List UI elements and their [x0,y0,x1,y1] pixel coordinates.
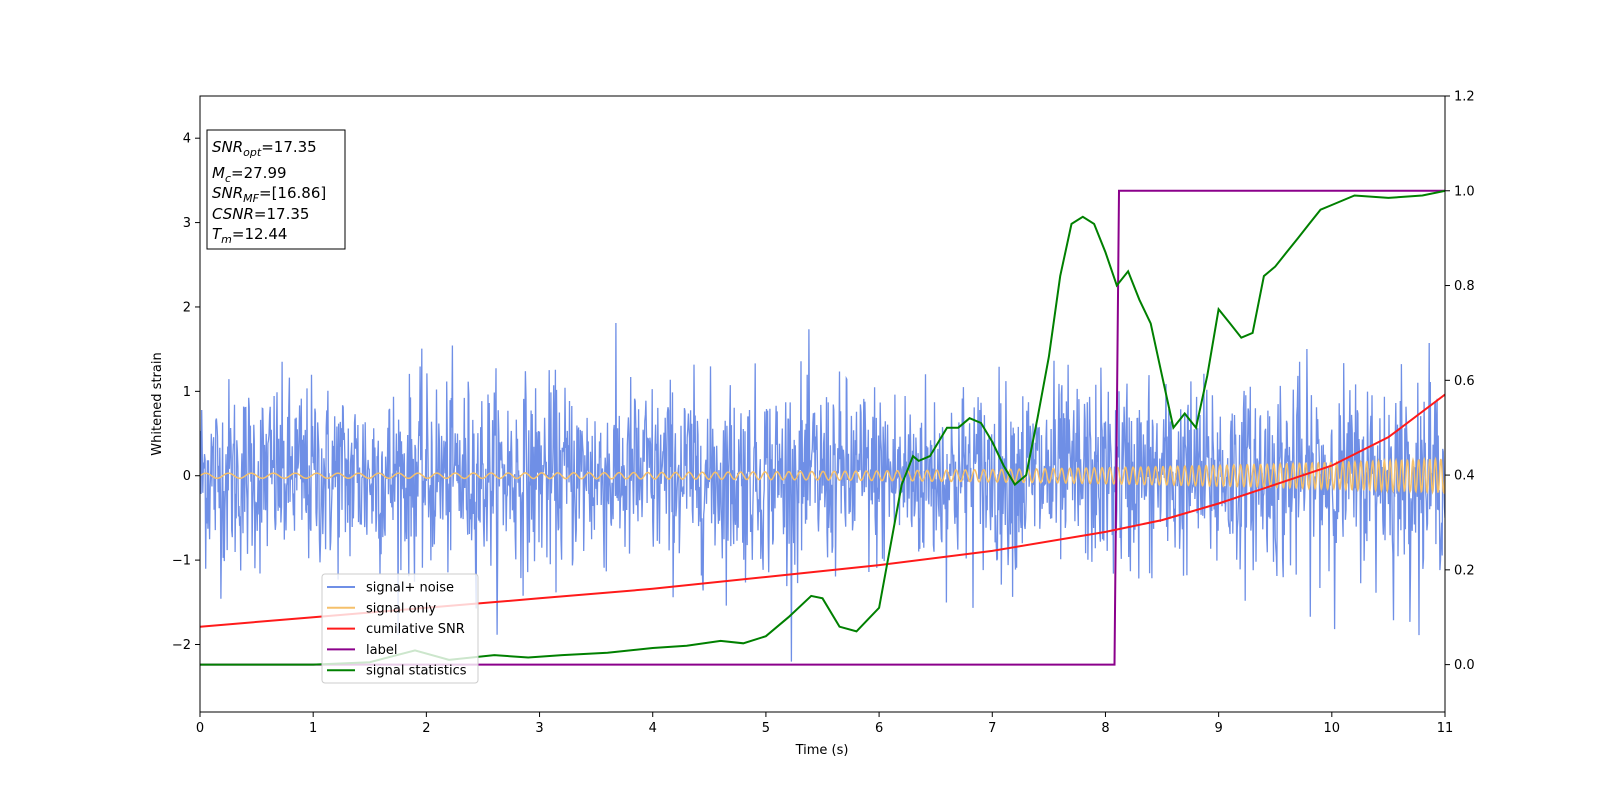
info-box-frame [206,129,346,250]
x-tick-label: 0 [196,721,204,736]
y-axis-label: Whitened strain [150,352,165,455]
y-right-tick-label: 0.2 [1454,563,1475,578]
legend-frame [321,573,479,684]
legend-label: cumilative SNR [366,622,465,637]
y-left-tick-label: 3 [183,216,191,231]
x-tick-label: 6 [875,721,883,736]
x-tick-label: 9 [1214,721,1222,736]
y-left-tick-label: 4 [183,132,191,147]
x-axis-label: Time (s) [795,743,849,758]
info-box-line: CSNR=17.35 [212,205,309,223]
x-tick-label: 1 [309,721,317,736]
x-tick-label: 7 [988,721,996,736]
y-right-tick-label: 1.2 [1454,90,1475,105]
x-axis: 0 1 2 3 4 5 6 7 8 9 10 11 [196,712,1453,736]
legend-label: signal+ noise [366,581,454,596]
y-left-tick-label: 0 [183,469,191,484]
y-right-tick-label: 0.0 [1454,658,1475,673]
series-signal-only [200,456,1445,495]
info-box: SNRopt=17.35 Mc=27.99SNRMF=[16.86]CSNR=17… [206,129,346,250]
y-right-tick-label: 0.8 [1454,279,1475,294]
series-signal-noise [200,322,1445,662]
y-right-tick-label: 0.6 [1454,374,1475,389]
y-right-tick-label: 1.0 [1454,184,1475,199]
legend-label: label [366,643,397,658]
legend-label: signal only [366,601,436,616]
legend-label: signal statistics [366,664,467,679]
info-box-line: Tm=12.44 [212,225,287,246]
info-box-line: SNRMF=[16.86] [212,184,326,205]
y-left-tick-label: −1 [172,554,191,569]
y-axis-left: −2 −1 0 1 2 3 4 [172,132,200,653]
x-tick-label: 11 [1437,721,1454,736]
y-right-tick-label: 0.4 [1454,469,1475,484]
y-axis-right: 0.0 0.2 0.4 0.6 0.8 1.0 1.2 [1445,90,1475,673]
x-tick-label: 10 [1324,721,1341,736]
x-tick-label: 5 [762,721,770,736]
x-tick-label: 2 [422,721,430,736]
y-left-tick-label: 1 [183,385,191,400]
series-signal-statistics [200,189,1445,666]
legend: signal+ noise signal only cumilative SNR la… [321,573,479,684]
series-label [200,189,1445,666]
x-tick-label: 4 [649,721,657,736]
x-tick-label: 8 [1101,721,1109,736]
info-box-line: SNRopt=17.35 [212,138,317,159]
y-left-tick-label: 2 [183,300,191,315]
info-box-line: Mc=27.99 [212,164,287,185]
y-left-tick-label: −2 [172,638,191,653]
axes-frame [199,95,1446,713]
x-tick-label: 3 [535,721,543,736]
